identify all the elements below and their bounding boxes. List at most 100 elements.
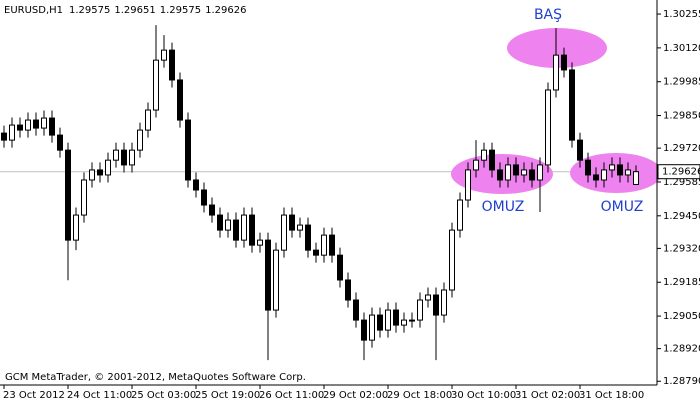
copyright: GCM MetaTrader, © 2001-2012, MetaQuotes … [5,372,306,383]
candle-body [353,299,359,321]
candle-body [361,319,367,341]
candles [1,25,639,361]
candle-body [393,309,399,326]
candle-body [465,169,471,201]
candle-body [577,139,583,161]
candle-body [625,169,631,176]
y-tick-label: 1.29450 [663,211,700,222]
candle-body [633,171,639,185]
x-tick-label: 25 Oct 03:00 [131,390,196,401]
x-tick-label: 23 Oct 2012 [3,390,65,401]
candle-body [65,149,71,241]
candle-body [417,299,423,321]
symbol: EURUSD,H1 [4,5,63,16]
left-shoulder-label: OMUZ [482,199,525,215]
y-tick-label: 1.29320 [663,243,700,254]
candle-body [297,224,303,231]
candle-body [81,179,87,216]
candle-body [225,219,231,231]
candle-body [169,49,175,81]
candle-body [497,169,503,181]
y-tick-label: 1.28920 [663,344,700,355]
candle-body [601,169,607,181]
last-low: 1.29575 [160,5,201,16]
head-highlight [507,28,607,68]
candle-body [113,149,119,161]
candle-body [121,149,127,166]
candle-body [313,249,319,256]
candle-body [369,314,375,341]
candle-body [545,89,551,166]
candle-body [185,119,191,181]
y-tick-label: 1.29185 [663,277,700,288]
candle-body [1,132,7,141]
candle-body [593,174,599,181]
candle-body [265,239,271,311]
candle-body [337,254,343,281]
candle-body [233,219,239,241]
candle-body [441,289,447,316]
last-open: 1.29575 [69,5,110,16]
candle-body [49,117,55,136]
x-tick-label: 31 Oct 02:00 [515,390,580,401]
x-tick-label: 25 Oct 19:00 [195,390,260,401]
candle-body [537,164,543,181]
candle-body [41,117,47,129]
candle-body [553,54,559,91]
candle-body [425,294,431,301]
y-tick-label: 1.29850 [663,111,700,122]
candle-body [105,159,111,176]
x-tick-label: 31 Oct 18:00 [579,390,644,401]
candle-body [401,319,407,326]
current-price-box [657,164,700,180]
candle-body [305,224,311,251]
candle-body [209,204,215,216]
y-tick-label: 1.29585 [663,177,700,188]
last-close: 1.29626 [205,5,246,16]
candle-body [409,319,415,322]
candle-body [529,169,535,181]
candle-body [489,149,495,171]
last-high: 1.29651 [114,5,155,16]
candle-body [513,164,519,176]
candle-body [217,214,223,231]
right-shoulder-highlight [570,153,662,193]
candle-body [161,49,167,61]
candle-body [25,119,31,131]
y-tick-label: 1.29050 [663,311,700,322]
candle-body [201,189,207,206]
current-price-label: 1.29626 [662,167,700,178]
candle-body [33,119,39,129]
candle-body [193,179,199,191]
candle-body [241,214,247,241]
chart-header: EURUSD,H1 1.29575 1.29651 1.29575 1.29626 [4,5,246,16]
candle-body [345,279,351,301]
candle-body [153,59,159,111]
candle-body [145,109,151,131]
candle-body [129,149,135,166]
candle-body [449,229,455,291]
y-tick-label: 1.28790 [663,376,700,387]
candle-body [521,169,527,176]
candle-body [377,314,383,331]
x-tick-label: 29 Oct 18:00 [387,390,452,401]
candle-body [89,169,95,181]
candle-body [561,54,567,71]
candle-body [257,239,263,246]
head-label: BAŞ [534,7,562,23]
candle-body [385,309,391,331]
candle-body [481,149,487,161]
candle-body [433,294,439,316]
candle-body [457,199,463,231]
candle-body [473,159,479,171]
candle-body [73,214,79,241]
x-tick-label: 24 Oct 11:00 [67,390,132,401]
y-tick-label: 1.30255 [663,9,700,20]
candle-body [569,69,575,141]
candle-body [57,134,63,151]
candle-body [273,249,279,311]
x-tick-label: 26 Oct 11:00 [259,390,324,401]
y-tick-label: 1.29985 [663,77,700,88]
